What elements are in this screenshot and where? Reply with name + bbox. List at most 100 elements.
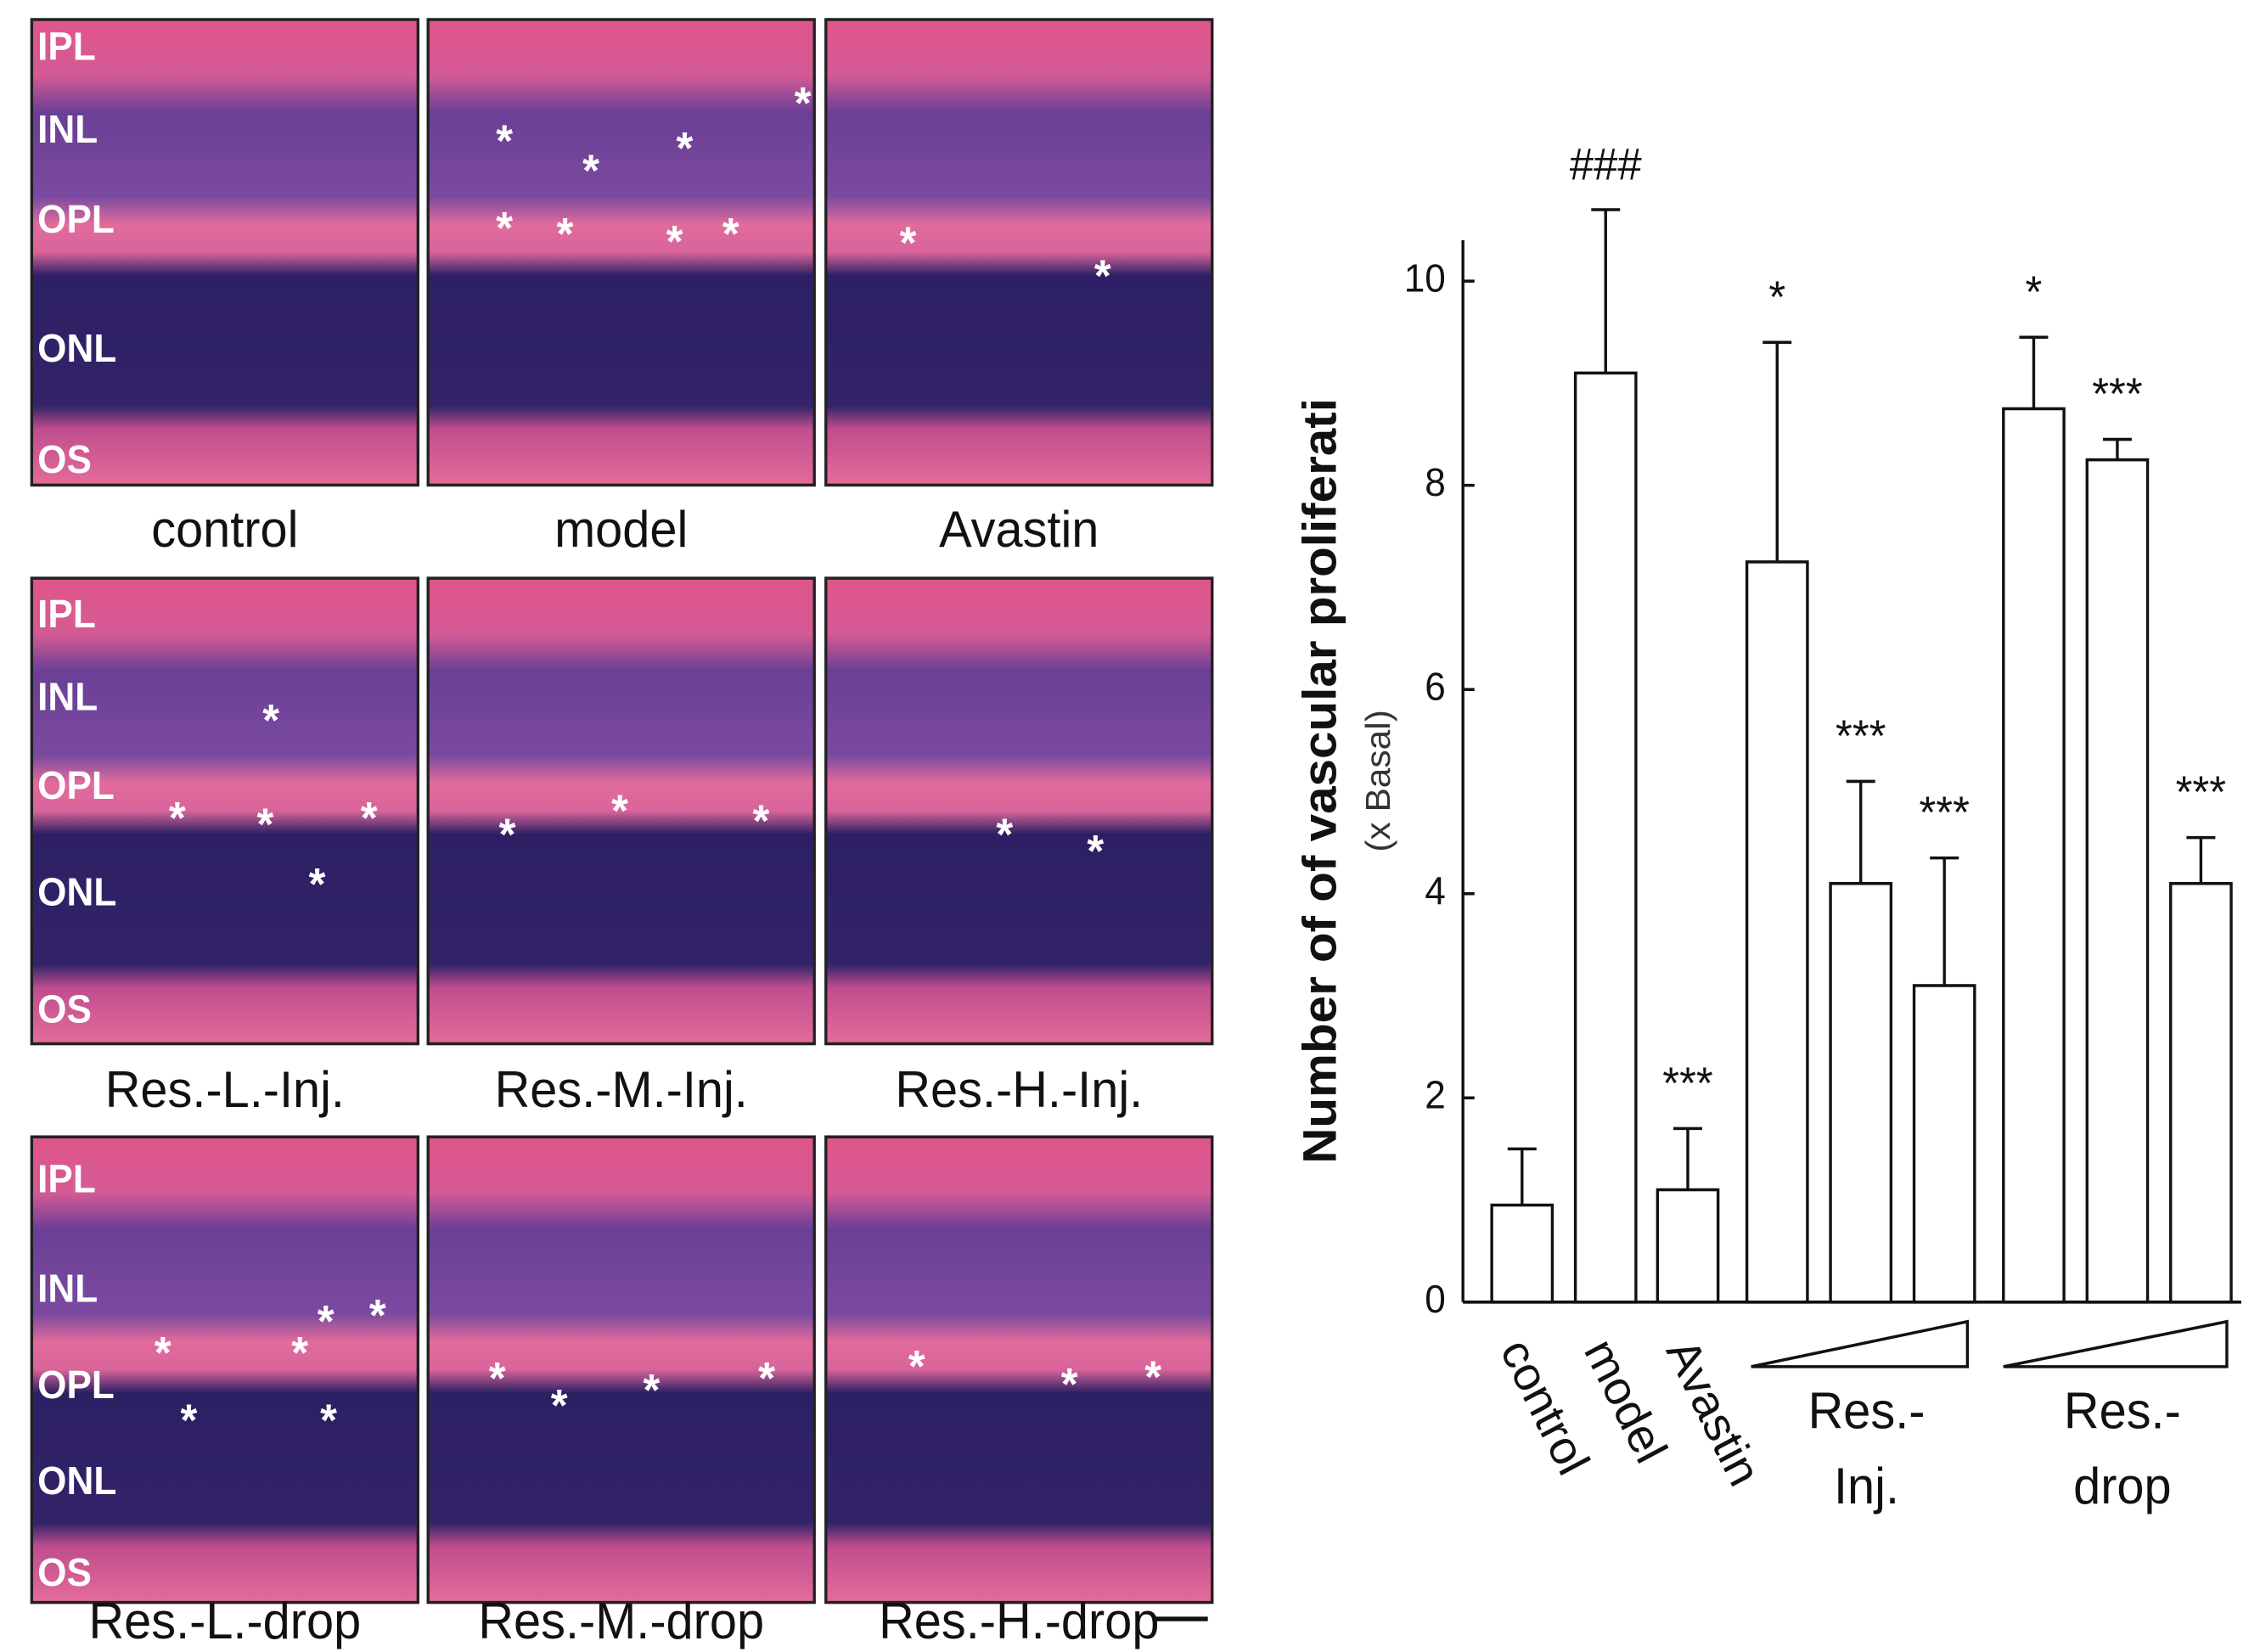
marker-asterisk: * — [361, 794, 379, 844]
marker-asterisk: * — [169, 794, 187, 844]
marker-asterisk: * — [291, 1329, 309, 1379]
significance-label: *** — [1836, 711, 1886, 761]
y-tick-label: 2 — [1425, 1073, 1446, 1117]
histology-panel — [30, 576, 420, 1046]
marker-asterisk: * — [676, 124, 694, 174]
layer-label: OS — [37, 437, 92, 481]
histology-panel — [426, 1135, 816, 1604]
bar — [2002, 407, 2066, 1304]
layer-label: INL — [37, 675, 98, 719]
marker-asterisk: * — [180, 1396, 198, 1446]
panel-caption: Res.-L.-drop — [88, 1593, 361, 1649]
significance-label: *** — [1919, 788, 1969, 838]
layer-label: ONL — [37, 1458, 116, 1503]
layer-label: IPL — [37, 25, 96, 69]
bar — [2169, 881, 2233, 1304]
marker-asterisk: * — [611, 786, 629, 836]
group-label: Inj. — [1834, 1458, 1899, 1514]
marker-asterisk: * — [489, 1354, 507, 1404]
marker-asterisk: * — [582, 146, 600, 196]
significance-label: * — [2026, 267, 2043, 317]
significance-label: *** — [2176, 767, 2226, 818]
significance-label: * — [1768, 273, 1785, 323]
marker-asterisk: * — [1087, 827, 1105, 877]
histology-panel — [30, 18, 420, 487]
significance-label: *** — [1662, 1059, 1712, 1109]
marker-asterisk: * — [499, 810, 517, 860]
layer-label: INL — [37, 1267, 98, 1311]
significance-label: ### — [1570, 140, 1642, 190]
marker-asterisk: * — [551, 1380, 569, 1430]
x-tick-label: Avastin — [1656, 1330, 1771, 1494]
bar — [1745, 560, 1809, 1304]
layer-label: ONL — [37, 326, 116, 370]
group-label: drop — [2073, 1458, 2172, 1514]
marker-asterisk: * — [318, 1296, 335, 1346]
marker-asterisk: * — [722, 210, 740, 260]
marker-asterisk: * — [1094, 251, 1112, 301]
panel-caption: Res.-M.-drop — [478, 1593, 764, 1649]
panel-caption: Res.-L.-Inj. — [105, 1062, 345, 1118]
layer-label: OPL — [37, 763, 115, 807]
panel-caption: model — [554, 502, 688, 558]
panel-caption: Res.-M.-Inj. — [495, 1062, 748, 1118]
marker-asterisk: * — [996, 810, 1014, 860]
marker-asterisk: * — [155, 1329, 172, 1379]
layer-label: OS — [37, 987, 92, 1031]
y-tick-label: 6 — [1425, 665, 1446, 709]
marker-asterisk: * — [666, 216, 684, 267]
histology-panel — [426, 576, 816, 1046]
histology-panel — [426, 18, 816, 487]
marker-asterisk: * — [1144, 1352, 1162, 1402]
marker-asterisk: * — [1061, 1360, 1079, 1410]
y-tick-label: 8 — [1425, 460, 1446, 504]
marker-asterisk: * — [900, 218, 918, 268]
layer-label: INL — [37, 107, 98, 151]
dose-wedge — [1751, 1319, 1970, 1368]
group-label: Res.- — [2064, 1383, 2181, 1439]
layer-label: OPL — [37, 1363, 115, 1407]
bar — [1656, 1188, 1720, 1304]
bar — [1573, 371, 1638, 1304]
layer-label: IPL — [37, 592, 96, 636]
layer-label: ONL — [37, 870, 116, 914]
layer-label: OPL — [37, 197, 115, 241]
panel-caption: Res.-H.-drop — [879, 1593, 1159, 1649]
bar — [2085, 458, 2150, 1304]
y-axis-label: Number of of vascular proliferati — [1293, 398, 1346, 1164]
marker-asterisk: * — [309, 860, 327, 910]
marker-asterisk: * — [496, 204, 514, 254]
marker-asterisk: * — [496, 116, 514, 166]
marker-asterisk: * — [795, 79, 812, 129]
marker-asterisk: * — [256, 800, 274, 850]
bar — [1912, 984, 1976, 1304]
dose-wedge — [2003, 1319, 2229, 1368]
layer-label: IPL — [37, 1157, 96, 1201]
histology-panel — [824, 18, 1214, 487]
histology-panel — [824, 576, 1214, 1046]
bar — [1490, 1203, 1554, 1304]
bar — [1829, 881, 1893, 1304]
marker-asterisk: * — [752, 796, 770, 846]
marker-asterisk: * — [908, 1341, 926, 1391]
y-axis-sublabel: (x Basal) — [1358, 710, 1397, 852]
panel-caption: control — [151, 502, 298, 558]
marker-asterisk: * — [369, 1290, 387, 1340]
marker-asterisk: * — [320, 1396, 338, 1446]
y-tick-label: 10 — [1404, 256, 1446, 300]
marker-asterisk: * — [262, 696, 280, 746]
y-tick-label: 4 — [1425, 868, 1446, 913]
layer-label: OS — [37, 1550, 92, 1594]
group-label: Res.- — [1808, 1383, 1925, 1439]
marker-asterisk: * — [758, 1354, 776, 1404]
histology-panel — [30, 1135, 420, 1604]
panel-caption: Avastin — [939, 502, 1099, 558]
panel-caption: Res.-H.-Inj. — [895, 1062, 1143, 1118]
marker-asterisk: * — [643, 1366, 661, 1416]
marker-asterisk: * — [557, 210, 575, 260]
y-tick-label: 0 — [1425, 1277, 1446, 1321]
significance-label: *** — [2092, 369, 2142, 419]
histology-panel — [824, 1135, 1214, 1604]
